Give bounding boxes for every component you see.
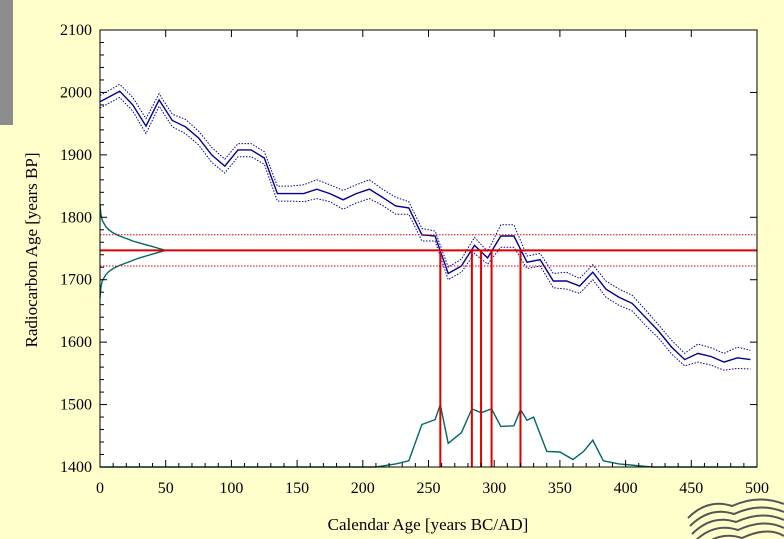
x-axis-title: Calendar Age [years BC/AD]	[328, 515, 529, 534]
x-tick-label: 100	[219, 480, 243, 497]
y-tick-label: 2000	[60, 84, 92, 101]
y-tick-label: 1700	[60, 272, 92, 289]
logo-icon	[687, 498, 784, 539]
x-tick-label: 500	[745, 480, 769, 497]
x-tick-label: 450	[679, 480, 703, 497]
calibrated-distribution-line	[100, 401, 757, 468]
x-tick-label: 50	[158, 480, 174, 497]
x-tick-label: 250	[417, 480, 441, 497]
y-tick-label: 1500	[60, 397, 92, 414]
window-side-strip	[0, 0, 13, 125]
y-tick-label: 1400	[60, 459, 92, 476]
range-lines-layer	[100, 234, 757, 467]
x-tick-label: 300	[482, 480, 506, 497]
y-tick-label: 2100	[60, 22, 92, 39]
x-tick-label: 200	[351, 480, 375, 497]
calibration-upper-line	[99, 83, 751, 355]
y-tick-label: 1600	[60, 334, 92, 351]
x-tick-label: 0	[96, 480, 104, 497]
calibration-curve-line	[99, 90, 751, 363]
y-tick-label: 1900	[60, 147, 92, 164]
x-tick-label: 150	[285, 480, 309, 497]
ticks-layer	[99, 29, 758, 468]
x-tick-label: 400	[614, 480, 638, 497]
y-axis-title: Radiocarbon Age [years BP]	[22, 153, 41, 348]
tick-labels-layer: 0 50 100 150 200 250 300 350 400 450 500 1400 1500 16…	[60, 22, 769, 497]
x-tick-label: 350	[548, 480, 572, 497]
plot-area	[100, 30, 757, 467]
y-tick-label: 1800	[60, 209, 92, 226]
